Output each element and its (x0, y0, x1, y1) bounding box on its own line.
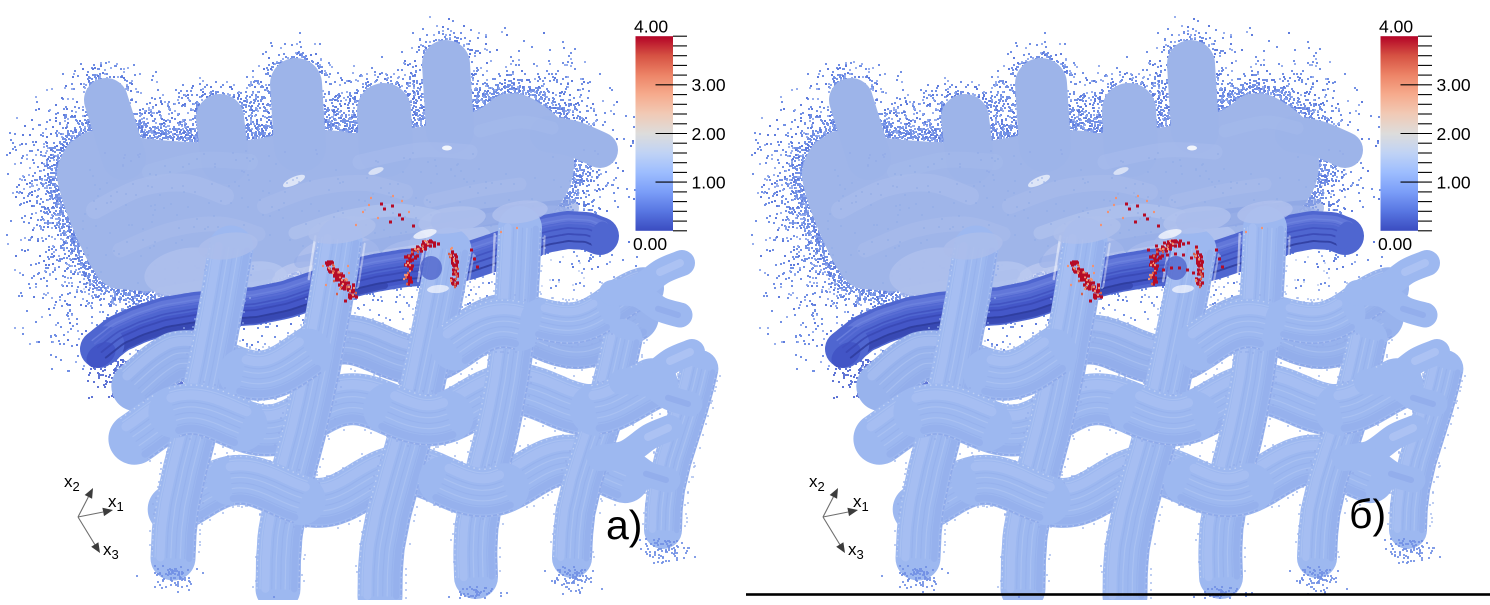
svg-text:а): а) (606, 502, 642, 548)
svg-text:б): б) (1349, 491, 1386, 537)
